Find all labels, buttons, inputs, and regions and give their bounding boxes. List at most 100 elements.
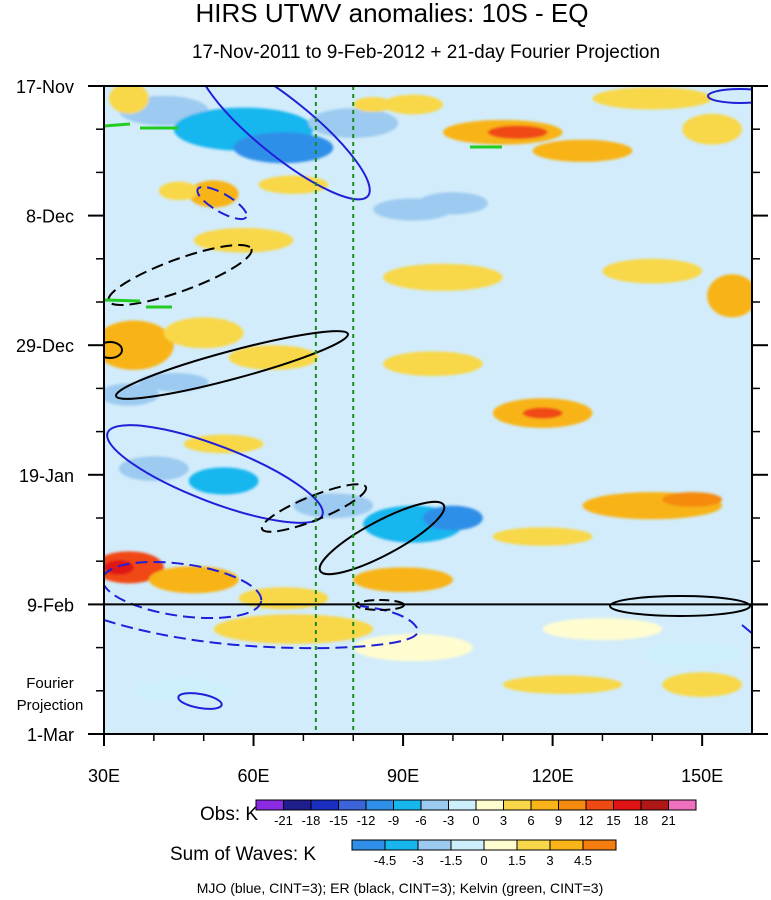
- mjo-contour: [197, 86, 371, 201]
- y-tick-label: 9-Feb: [27, 595, 74, 615]
- anomaly-patch: [104, 383, 159, 406]
- chart-subtitle: 17-Nov-2011 to 9-Feb-2012 + 21-day Fouri…: [192, 42, 660, 63]
- colorbar-swatch: [668, 799, 697, 811]
- mjo-contour-dashed: [104, 560, 263, 620]
- colorbar-swatch: [338, 799, 367, 811]
- colorbar-swatch: [483, 839, 518, 851]
- x-tick-label: 60E: [238, 766, 270, 786]
- obs-colorbar: -21 -18 -15 -12 -9 -6 -3 0 3 6 9 12 15 18 21: [255, 799, 697, 828]
- colorbar-label: -3: [412, 853, 424, 868]
- anomaly-patch: [522, 407, 563, 419]
- obs-colorbar-title: Obs: K: [200, 804, 258, 825]
- colorbar-swatch: [310, 799, 339, 811]
- waves-colorbar-title: Sum of Waves: K: [170, 844, 316, 865]
- colorbar-label: 1.5: [508, 853, 526, 868]
- colorbar-swatch: [613, 799, 642, 811]
- anomaly-patch: [104, 320, 174, 370]
- colorbar-swatch: [558, 799, 587, 811]
- mjo-contour: [177, 692, 223, 710]
- anomaly-patch: [133, 678, 234, 704]
- mjo-contour: [318, 500, 446, 576]
- anomaly-patch: [158, 181, 199, 201]
- x-tick-label: 30E: [88, 766, 120, 786]
- colorbar-label: -1.5: [440, 853, 462, 868]
- er-contour-dashed: [107, 243, 253, 307]
- colorbar-label: 15: [606, 813, 620, 828]
- colorbar-swatch: [384, 839, 419, 851]
- kelvin-contour: [104, 298, 141, 303]
- projection-label-line2: Projection: [17, 697, 84, 714]
- plot-area: 17-Nov 8-Dec 29-Dec 19-Jan 9-Feb 1-Mar 30E 60E…: [16, 77, 768, 786]
- anomaly-patch: [163, 317, 244, 349]
- anomaly-patch: [138, 372, 209, 392]
- x-tick-label: 120E: [532, 766, 574, 786]
- mjo-contour: [707, 88, 752, 104]
- colorbar-label: -21: [274, 813, 293, 828]
- anomaly-patch: [682, 113, 743, 145]
- y-tick-label: 29-Dec: [16, 336, 74, 356]
- anomaly-patch: [213, 614, 374, 644]
- colorbar-swatch: [417, 839, 452, 851]
- colorbar-label: -4.5: [374, 853, 396, 868]
- anomaly-patch: [383, 351, 483, 377]
- anomaly-patch: [293, 493, 374, 518]
- plot-frame: [103, 85, 753, 735]
- chart-title: HIRS UTWV anomalies: 10S - EQ: [196, 0, 589, 28]
- colorbar-label: 3: [500, 813, 507, 828]
- er-contour: [609, 595, 751, 617]
- anomaly-patch: [104, 559, 134, 575]
- anomaly-patch: [602, 258, 703, 284]
- mjo-contour: [106, 424, 324, 524]
- colorbar-label: -15: [329, 813, 348, 828]
- anomaly-patch: [383, 263, 503, 291]
- kelvin-contour: [104, 122, 131, 128]
- colorbar-swatch: [351, 839, 386, 851]
- anomaly-patch: [118, 456, 189, 481]
- colorbar-label: 9: [555, 813, 562, 828]
- colorbar-label: 6: [527, 813, 534, 828]
- colorbar-label: 0: [472, 813, 479, 828]
- anomaly-patch: [423, 505, 483, 531]
- anomaly-patch: [353, 97, 394, 112]
- anomaly-patch: [383, 94, 443, 115]
- anomaly-patch: [662, 492, 723, 507]
- colorbar-label: -9: [388, 813, 400, 828]
- anomaly-patch: [353, 567, 453, 593]
- anomaly-patch: [228, 345, 319, 370]
- colorbar-label: -6: [415, 813, 427, 828]
- anomaly-patch: [662, 672, 743, 697]
- anomaly-patch: [148, 566, 239, 594]
- colorbar-swatch: [585, 799, 614, 811]
- mjo-contour-dashed: [104, 605, 419, 650]
- colorbar-swatch: [530, 799, 559, 811]
- anomaly-patch: [188, 467, 259, 495]
- colorbar-label: 21: [661, 813, 675, 828]
- anomaly-patch: [308, 108, 399, 138]
- y-tick-label: 17-Nov: [16, 77, 74, 97]
- y-tick-label: 8-Dec: [26, 207, 74, 227]
- anomaly-patch: [592, 87, 713, 110]
- anomaly-patch: [193, 227, 294, 253]
- anomaly-patch: [642, 641, 743, 667]
- y-tick-label: 1-Mar: [27, 725, 74, 745]
- colorbar-swatch: [255, 799, 284, 811]
- colorbar-swatch: [640, 799, 669, 811]
- colorbar-label: 12: [579, 813, 593, 828]
- colorbar-swatch: [365, 799, 394, 811]
- mjo-contour-dashed: [196, 185, 248, 221]
- anomaly-patch: [542, 617, 663, 641]
- anomaly-patch: [353, 634, 473, 662]
- er-contour-dashed: [260, 483, 368, 533]
- anomaly-patch: [233, 132, 334, 164]
- colorbar-swatch: [283, 799, 312, 811]
- colorbar-swatch: [582, 839, 617, 851]
- colorbar-swatch: [448, 799, 477, 811]
- colorbar-label: -18: [302, 813, 321, 828]
- colorbar-swatch: [393, 799, 422, 811]
- y-tick-label: 19-Jan: [19, 466, 74, 486]
- colorbar-label: -12: [357, 813, 376, 828]
- anomaly-patch: [707, 274, 752, 318]
- colorbar-swatch: [503, 799, 532, 811]
- er-contour: [104, 341, 123, 359]
- waves-colorbar: -4.5 -3 -1.5 0 1.5 3 4.5: [351, 839, 617, 868]
